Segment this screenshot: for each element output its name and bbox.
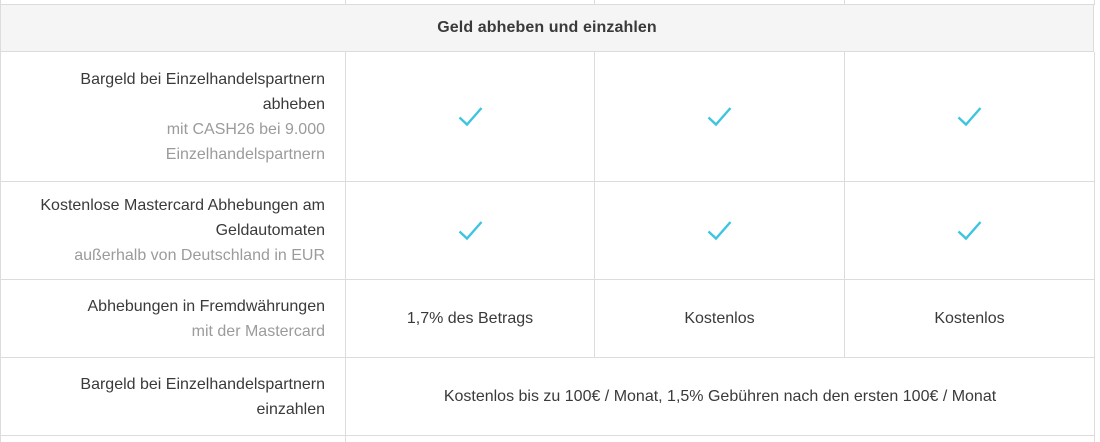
row-sublabel: mit der Mastercard (191, 322, 325, 340)
value-cell (346, 182, 595, 280)
row-label-cell: Kostenlose Mastercard Abhebungen am Geld… (1, 182, 346, 280)
row-label: Abhebungen in Fremdwährungen (87, 297, 326, 315)
checkmark-icon (707, 107, 732, 127)
checkmark-icon (458, 107, 482, 127)
section-header: Geld abheben und einzahlen (1, 5, 1094, 52)
value-cell: Kostenlos (845, 280, 1095, 358)
row-label: Bargeld bei Einzelhandelspartnern einzah… (80, 375, 325, 418)
section-title: Geld abheben und einzahlen (437, 19, 657, 36)
value-cell: 1,7% des Betrags (346, 280, 595, 358)
checkmark-icon (458, 221, 482, 241)
row-label-cell: Bargeld bei Einzelhandelspartnern abhebe… (1, 52, 346, 182)
value-cell-span: Kostenlos bis zu 100€ / Monat, 1,5% Gebü… (346, 358, 1095, 436)
value-cell (845, 52, 1095, 182)
fee-value: Kostenlos (684, 309, 755, 327)
cutoff-row-bottom (1, 436, 1095, 442)
value-cell (346, 52, 595, 182)
fee-value: 1,7% des Betrags (406, 309, 534, 327)
row-label: Kostenlose Mastercard Abhebungen am Geld… (40, 197, 325, 239)
table-row: Bargeld bei Einzelhandelspartnern einzah… (1, 358, 1095, 436)
row-sublabel: mit CASH26 bei 9.000 Einzelhandelspartne… (165, 120, 325, 163)
row-label-cell: Abhebungen in Fremdwährungen mit der Mas… (1, 280, 346, 358)
fee-value: Kostenlos bis zu 100€ / Monat, 1,5% Gebü… (443, 387, 997, 405)
row-sublabel: außerhalb von Deutschland in EUR (74, 247, 325, 264)
table-row: Bargeld bei Einzelhandelspartnern abhebe… (1, 52, 1095, 182)
checkmark-icon (957, 107, 982, 127)
row-label-cell: Bargeld bei Einzelhandelspartnern einzah… (1, 358, 346, 436)
value-cell: Kostenlos (595, 280, 845, 358)
section-header-row: Geld abheben und einzahlen (1, 5, 1094, 52)
table-row: Kostenlose Mastercard Abhebungen am Geld… (1, 182, 1095, 280)
value-cell (595, 52, 845, 182)
table-row: Abhebungen in Fremdwährungen mit der Mas… (1, 280, 1095, 358)
cutoff-row-top (1, 0, 1095, 5)
value-cell (595, 182, 845, 280)
checkmark-icon (957, 221, 982, 241)
fee-value: Kostenlos (934, 309, 1005, 327)
checkmark-icon (707, 221, 732, 241)
value-cell (845, 182, 1095, 280)
row-label: Bargeld bei Einzelhandelspartnern abhebe… (80, 70, 325, 113)
